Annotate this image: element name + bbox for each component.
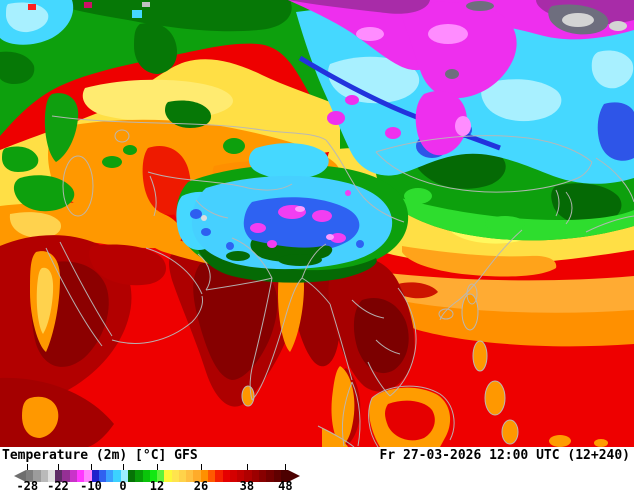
legend-color-step	[55, 470, 63, 482]
legend-colorbar	[26, 470, 289, 482]
legend-tick	[201, 464, 203, 470]
legend-color-step	[76, 470, 85, 482]
legend-tick	[90, 464, 92, 470]
legend-tick	[157, 464, 158, 470]
legend-color-step	[47, 470, 56, 482]
legend-tick	[246, 464, 248, 470]
legend-color-step	[178, 470, 187, 482]
legend-color-step	[127, 470, 136, 482]
legend-tick	[57, 464, 59, 470]
legend-color-step	[106, 470, 114, 482]
legend-tick-label: -22	[47, 479, 69, 490]
legend-color-step	[40, 470, 48, 482]
legend-tick-label: 12	[149, 479, 165, 490]
legend-color-step	[142, 470, 150, 482]
legend-tick-label: 26	[193, 479, 209, 490]
legend-color-step	[200, 470, 209, 482]
product-label: Temperature (2m) [°C] GFS	[2, 448, 198, 463]
legend-color-step	[229, 470, 238, 482]
legend-tick-label: 38	[239, 479, 255, 490]
legend-tick	[122, 464, 124, 470]
legend-color-step	[222, 470, 230, 482]
legend-color-step	[135, 470, 143, 482]
legend-color-step	[157, 470, 165, 482]
footer-title-row: Temperature (2m) [°C] GFS Fr 27-03-2026 …	[0, 448, 634, 463]
legend-color-step	[62, 470, 70, 482]
legend-color-step	[120, 470, 128, 482]
legend-arrow-right	[288, 470, 300, 482]
legend-arrow-left	[14, 470, 26, 482]
legend-color-step	[215, 470, 223, 482]
legend-color-step	[266, 470, 274, 482]
legend-color-step	[69, 470, 77, 482]
country-borders	[45, 115, 634, 447]
legend-tick-label: -28	[16, 479, 39, 490]
legend-color-step	[280, 470, 289, 482]
legend-color-step	[193, 470, 201, 482]
legend-color-step	[186, 470, 194, 482]
legend-color-step	[273, 470, 281, 482]
legend-color-step	[149, 470, 158, 482]
legend-color-step	[84, 470, 92, 482]
datetime-label: Fr 27-03-2026 12:00 UTC (12+240)	[379, 448, 630, 463]
legend-color-step	[259, 470, 267, 482]
legend-color-step	[33, 470, 41, 482]
temperature-legend: -28 -22 -10 0 12 26 38 48	[14, 463, 304, 490]
legend-color-step	[113, 470, 121, 482]
legend-color-step	[244, 470, 252, 482]
legend-tick-label: 0	[119, 479, 127, 490]
map-area	[0, 0, 634, 447]
legend-tick-label: 48	[278, 479, 293, 490]
legend-color-step	[171, 470, 179, 482]
legend-color-step	[91, 470, 99, 482]
legend-color-step	[26, 470, 34, 482]
legend-color-step	[208, 470, 216, 482]
legend-color-step	[164, 470, 172, 482]
legend-color-step	[251, 470, 259, 482]
legend-tick	[27, 464, 29, 470]
footer-bar: Temperature (2m) [°C] GFS Fr 27-03-2026 …	[0, 447, 634, 490]
legend-color-step	[237, 470, 245, 482]
legend-tick	[285, 464, 287, 470]
legend-color-step	[98, 470, 107, 482]
legend-tick-label: -10	[80, 479, 102, 490]
temperature-map	[0, 0, 634, 447]
